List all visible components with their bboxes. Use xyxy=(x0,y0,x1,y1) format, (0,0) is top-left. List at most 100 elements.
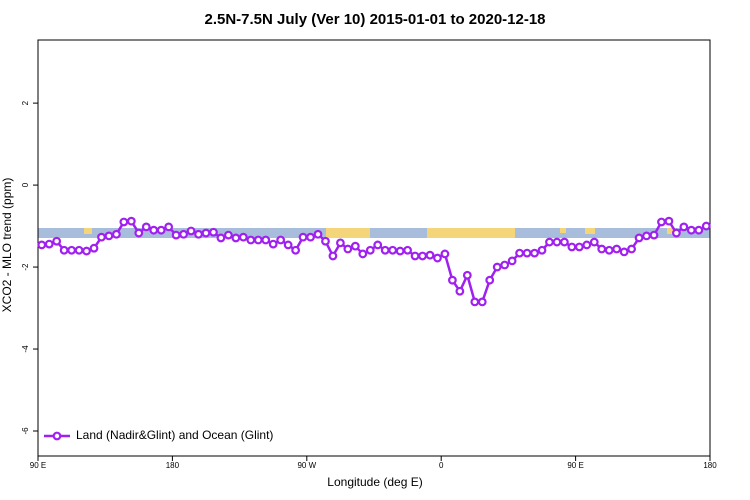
x-tick-label: 0 xyxy=(439,461,444,470)
data-point xyxy=(537,245,547,255)
data-point xyxy=(246,235,256,245)
data-point xyxy=(448,275,457,285)
data-point xyxy=(313,229,323,239)
data-point xyxy=(328,251,338,261)
data-point xyxy=(425,250,435,260)
data-point xyxy=(410,251,420,261)
data-point xyxy=(59,245,69,255)
data-point xyxy=(283,240,293,250)
data-point xyxy=(612,244,622,254)
data-point xyxy=(403,245,413,255)
data-point xyxy=(433,253,442,263)
surface-strip xyxy=(38,228,710,238)
data-point xyxy=(321,236,330,246)
data-point xyxy=(522,248,532,258)
data-point xyxy=(298,232,308,242)
data-point xyxy=(380,245,390,255)
data-point xyxy=(104,231,114,241)
data-point xyxy=(209,227,218,237)
data-point xyxy=(530,248,539,258)
data-point xyxy=(492,262,502,272)
x-tick-label: 180 xyxy=(166,461,180,470)
land-patch xyxy=(326,228,370,238)
data-point xyxy=(74,245,84,255)
land-patch xyxy=(560,228,566,233)
data-point xyxy=(216,233,226,243)
data-point xyxy=(470,297,480,307)
y-tick-label: -2 xyxy=(21,263,30,271)
x-tick-label: 90 E xyxy=(567,461,583,470)
data-point xyxy=(291,245,301,255)
data-point xyxy=(276,235,286,245)
y-axis-label: XCO2 - MLO trend (ppm) xyxy=(0,178,14,313)
legend-marker xyxy=(52,431,62,441)
data-point xyxy=(672,228,681,238)
data-point xyxy=(194,229,203,239)
data-point xyxy=(597,244,607,254)
data-point xyxy=(179,229,189,239)
data-point xyxy=(52,236,62,246)
y-tick-label: -4 xyxy=(21,345,30,353)
data-point xyxy=(238,232,248,242)
ocean-strip xyxy=(38,228,710,238)
plot-frame xyxy=(37,39,711,457)
data-point xyxy=(231,233,241,243)
data-point xyxy=(507,256,517,266)
data-point xyxy=(119,217,129,227)
data-point xyxy=(679,222,689,232)
data-point xyxy=(156,225,166,235)
data-point xyxy=(649,230,659,240)
data-point xyxy=(627,244,636,254)
data-point xyxy=(268,239,278,249)
data-point xyxy=(343,244,353,254)
data-point xyxy=(701,221,711,231)
data-point xyxy=(201,228,211,238)
land-patch xyxy=(585,228,595,234)
data-point xyxy=(686,225,696,235)
data-point xyxy=(462,270,472,280)
data-point xyxy=(141,222,151,232)
data-point xyxy=(545,237,554,247)
data-point xyxy=(589,237,599,247)
data-point xyxy=(694,225,704,235)
data-point xyxy=(350,241,360,251)
data-point xyxy=(455,286,465,296)
data-point xyxy=(164,222,174,232)
data-point xyxy=(82,246,91,256)
data-point xyxy=(365,245,375,255)
data-point xyxy=(500,260,510,270)
land-patch xyxy=(667,228,675,234)
data-point xyxy=(485,275,495,285)
data-point xyxy=(223,230,233,240)
data-point xyxy=(440,249,450,259)
data-point xyxy=(373,240,383,250)
data-point xyxy=(418,251,427,261)
y-tick-label: 2 xyxy=(21,100,30,105)
data-point xyxy=(261,235,271,245)
x-tick-label: 90 W xyxy=(297,461,316,470)
data-point xyxy=(582,240,592,250)
data-point xyxy=(171,230,181,240)
data-point xyxy=(67,245,76,255)
data-point xyxy=(358,249,368,259)
land-patch xyxy=(427,228,515,238)
data-point xyxy=(634,233,644,243)
data-point xyxy=(44,239,54,249)
data-point xyxy=(186,226,196,236)
chart-title: 2.5N-7.5N July (Ver 10) 2015-01-01 to 20… xyxy=(204,11,545,28)
data-point xyxy=(604,245,614,255)
y-tick-label: 0 xyxy=(21,182,30,187)
data-point xyxy=(37,240,47,250)
y-tick-label: -6 xyxy=(21,427,30,435)
data-point xyxy=(97,232,106,242)
x-axis-label: Longitude (deg E) xyxy=(327,475,422,489)
x-tick-label: 180 xyxy=(703,461,717,470)
data-point xyxy=(642,231,651,241)
data-point xyxy=(619,247,629,257)
x-tick-label: 90 E xyxy=(30,461,46,470)
data-point xyxy=(111,229,121,239)
data-point xyxy=(560,237,569,247)
data-point xyxy=(306,232,315,242)
data-point xyxy=(149,225,159,235)
